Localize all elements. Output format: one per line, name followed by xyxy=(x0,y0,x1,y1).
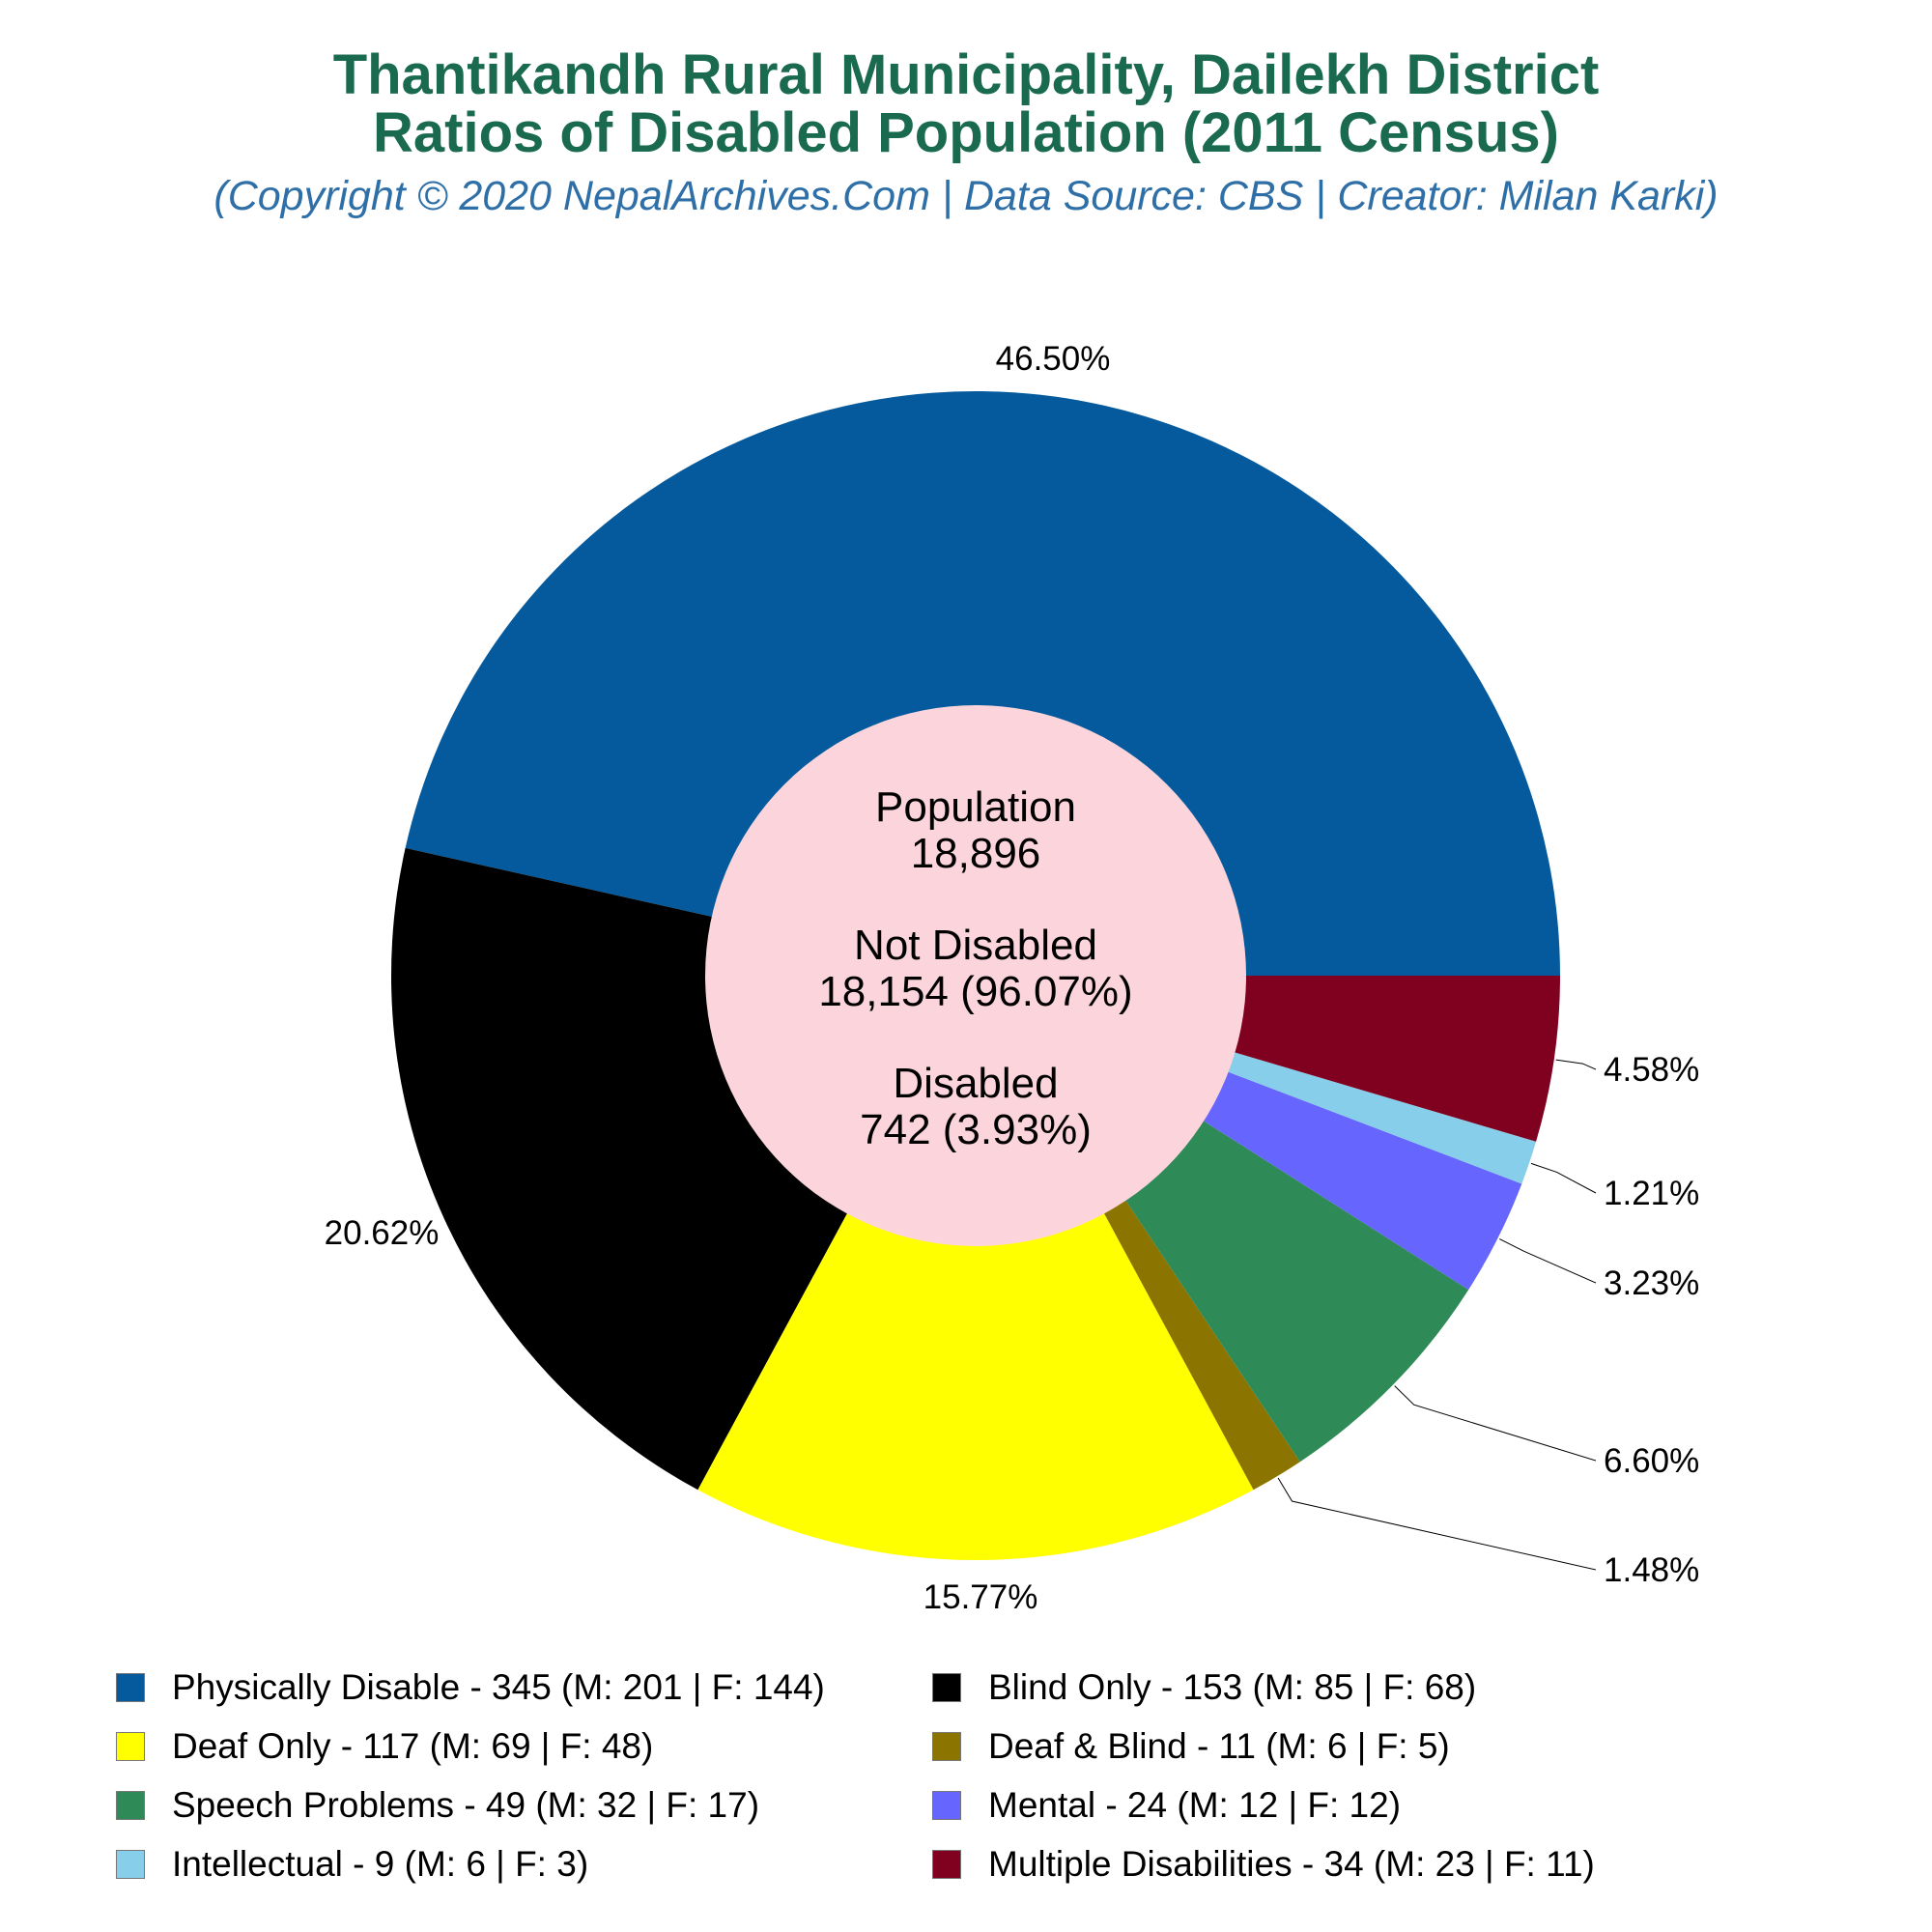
chart-credit: (Copyright © 2020 NepalArchives.Com | Da… xyxy=(213,173,1719,219)
center-not-disabled-label: Not Disabled xyxy=(854,922,1097,969)
center-disabled-value: 742 (3.93%) xyxy=(860,1106,1092,1153)
legend-swatch xyxy=(116,1791,145,1820)
percent-label-physically-disable: 46.50% xyxy=(996,340,1111,378)
legend-item-blind-only: Blind Only - 153 (M: 85 | F: 68) xyxy=(932,1663,1476,1712)
legend-label: Deaf Only - 117 (M: 69 | F: 48) xyxy=(172,1726,654,1766)
slice-physically-disable xyxy=(405,390,1561,976)
chart-title: Thantikandh Rural Municipality, Dailekh … xyxy=(332,43,1600,106)
center-disabled-label: Disabled xyxy=(893,1060,1058,1107)
center-summary: Population 18,896 Not Disabled 18,154 (9… xyxy=(818,783,1132,1153)
center-not-disabled-value: 18,154 (96.07%) xyxy=(818,968,1132,1015)
legend-swatch xyxy=(932,1732,961,1761)
label-leader-lines xyxy=(1277,1059,1597,1571)
legend-item-intellectual: Intellectual - 9 (M: 6 | F: 3) xyxy=(116,1840,588,1889)
leader-line-deaf-and-blind xyxy=(1277,1477,1597,1571)
legend-item-speech-problems: Speech Problems - 49 (M: 32 | F: 17) xyxy=(116,1781,759,1830)
legend-swatch xyxy=(932,1850,961,1879)
percent-label-deaf-and-blind: 1.48% xyxy=(1604,1551,1699,1589)
slice-deaf-only xyxy=(697,976,1254,1560)
legend-item-physically-disable: Physically Disable - 345 (M: 201 | F: 14… xyxy=(116,1663,825,1712)
legend-swatch xyxy=(116,1673,145,1702)
percent-label-blind-only: 20.62% xyxy=(325,1214,440,1252)
legend-item-deaf-and-blind: Deaf & Blind - 11 (M: 6 | F: 5) xyxy=(932,1722,1450,1771)
percent-labels: 46.50% 20.62% 15.77% 1.48% 6.60% 3.23% 1.21% 4.… xyxy=(325,340,1700,1616)
legend-label: Mental - 24 (M: 12 | F: 12) xyxy=(988,1785,1402,1825)
leader-line-multiple-disabilities xyxy=(1555,1059,1597,1070)
percent-label-multiple-disabilities: 4.58% xyxy=(1604,1051,1699,1089)
center-population-value: 18,896 xyxy=(911,830,1041,877)
legend-label: Intellectual - 9 (M: 6 | F: 3) xyxy=(172,1844,589,1884)
leader-line-intellectual xyxy=(1530,1162,1597,1194)
chart-subtitle: Ratios of Disabled Population (2011 Cens… xyxy=(373,101,1559,164)
leader-line-speech-problems xyxy=(1394,1385,1597,1462)
legend-label: Blind Only - 153 (M: 85 | F: 68) xyxy=(988,1667,1477,1707)
legend-label: Multiple Disabilities - 34 (M: 23 | F: 1… xyxy=(988,1844,1595,1884)
legend-item-deaf-only: Deaf Only - 117 (M: 69 | F: 48) xyxy=(116,1722,653,1771)
legend-swatch xyxy=(116,1732,145,1761)
center-population-label: Population xyxy=(875,783,1076,831)
percent-label-intellectual: 1.21% xyxy=(1604,1175,1699,1212)
center-circle xyxy=(705,705,1246,1246)
legend-item-multiple-disabilities: Multiple Disabilities - 34 (M: 23 | F: 1… xyxy=(932,1840,1595,1889)
leader-line-mental xyxy=(1499,1238,1597,1284)
legend-label: Speech Problems - 49 (M: 32 | F: 17) xyxy=(172,1785,760,1825)
legend-swatch xyxy=(116,1850,145,1879)
legend-label: Physically Disable - 345 (M: 201 | F: 14… xyxy=(172,1667,825,1707)
legend-item-mental: Mental - 24 (M: 12 | F: 12) xyxy=(932,1781,1401,1830)
legend-label: Deaf & Blind - 11 (M: 6 | F: 5) xyxy=(988,1726,1450,1766)
legend-swatch xyxy=(932,1791,961,1820)
legend-swatch xyxy=(932,1673,961,1702)
percent-label-speech-problems: 6.60% xyxy=(1604,1442,1699,1480)
percent-label-mental: 3.23% xyxy=(1604,1264,1699,1302)
percent-label-deaf-only: 15.77% xyxy=(923,1578,1038,1616)
